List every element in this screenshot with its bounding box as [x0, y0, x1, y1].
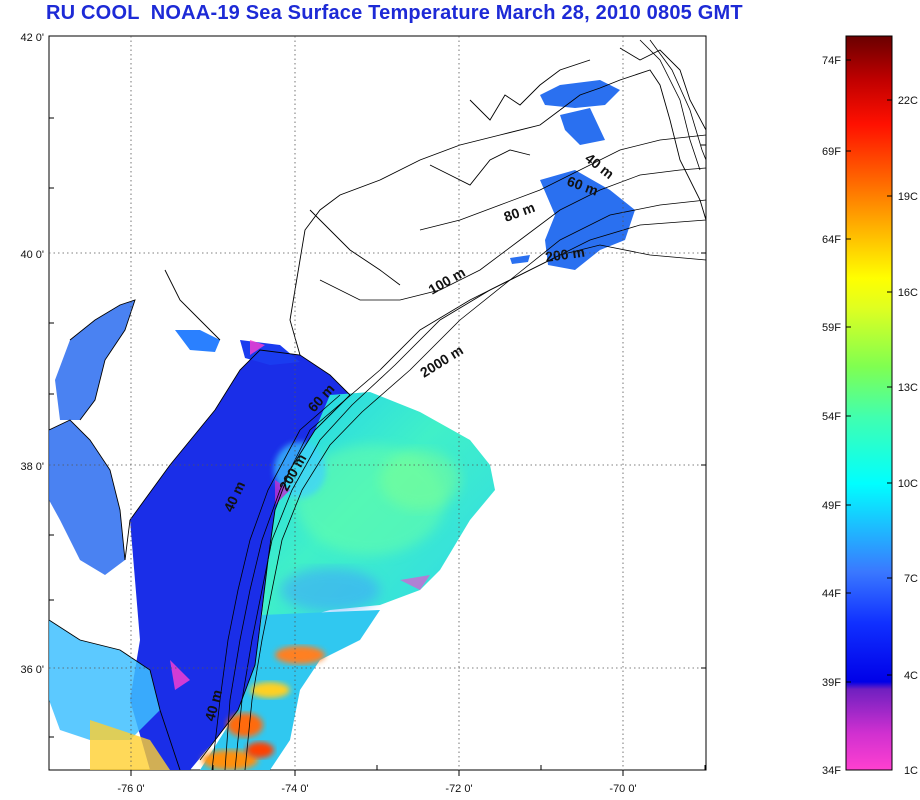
colorbar-f-label: 49F — [822, 500, 841, 512]
lat-tick-label: 38 0' — [20, 461, 44, 473]
longitude-labels: -76 0' -74 0' -72 0' -70 0' — [117, 783, 636, 795]
colorbar-f-label: 34F — [822, 765, 841, 777]
map-ticks — [49, 117, 706, 776]
lat-tick-label: 40 0' — [20, 249, 44, 261]
lat-tick-label: 36 0' — [20, 664, 44, 676]
map-panel[interactable]: 40 m 60 m 80 m 200 m 100 m 2000 m 60 m 2… — [20, 32, 707, 795]
colorbar-c-label: 19C — [898, 191, 918, 203]
lon-tick-label: -74 0' — [281, 783, 308, 795]
colorbar-f-label: 69F — [822, 146, 841, 158]
isobath-label: 200 m — [544, 244, 586, 265]
colorbar-f-label: 54F — [822, 411, 841, 423]
colorbar-f-label: 39F — [822, 677, 841, 689]
colorbar-c-label: 22C — [898, 95, 918, 107]
isobaths — [211, 39, 706, 770]
colorbar-c-label: 10C — [898, 478, 918, 490]
lon-tick-label: -70 0' — [609, 783, 636, 795]
colorbar-celsius-labels: 22C 19C 16C 13C 10C 7C 4C 1C — [898, 95, 918, 777]
colorbar-f-label: 59F — [822, 322, 841, 334]
latitude-labels: 42 0' 40 0' 38 0' 36 0' — [20, 32, 44, 676]
colorbar-c-label: 1C — [904, 765, 918, 777]
page-title: RU COOL NOAA-19 Sea Surface Temperature … — [46, 2, 743, 24]
colorbar-fahrenheit-labels: 74F 69F 64F 59F 54F 49F 44F 39F 34F — [822, 55, 841, 777]
colorbar-c-label: 4C — [904, 670, 918, 682]
isobath-label: 40 m — [201, 688, 225, 723]
colorbar-c-label: 16C — [898, 287, 918, 299]
colorbar-f-label: 44F — [822, 588, 841, 600]
graticule — [49, 36, 706, 770]
colorbar-f-label: 74F — [822, 55, 841, 67]
lon-tick-label: -76 0' — [117, 783, 144, 795]
colorbar-c-label: 13C — [898, 382, 918, 394]
colorbar-gradient — [845, 35, 893, 771]
colorbar: 74F 69F 64F 59F 54F 49F 44F 39F 34F 22C … — [822, 35, 918, 777]
colorbar-f-label: 64F — [822, 234, 841, 246]
lon-tick-label: -72 0' — [445, 783, 472, 795]
lat-tick-label: 42 0' — [20, 32, 44, 44]
colorbar-c-label: 7C — [904, 573, 918, 585]
